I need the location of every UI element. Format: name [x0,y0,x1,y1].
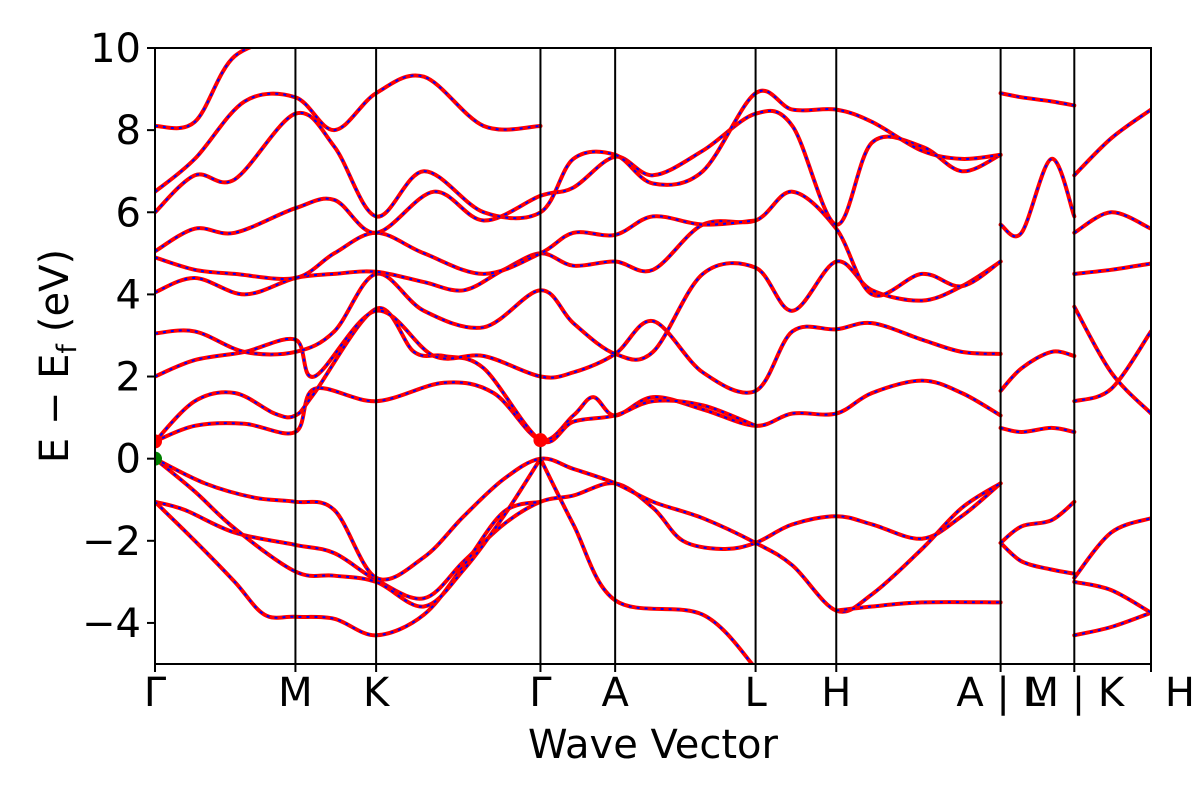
band-21-wannier [1000,92,1075,107]
band-18-wannier [999,542,1075,575]
band-1-dft [155,499,543,638]
band-11-dft [155,214,758,281]
band-22-dft [1072,610,1151,638]
band-5-dft [834,600,1003,613]
band-24-dft [1072,516,1151,580]
band-25-wannier [1073,330,1151,403]
band-9-dft [155,259,1003,362]
band-12-wannier [155,109,1002,253]
band-3-wannier [155,457,1002,613]
band-8-wannier [155,309,1001,394]
band-2-wannier [155,457,542,608]
band-7-wannier [155,307,756,444]
x-axis-title: Wave Vector [528,722,779,768]
band-20-wannier [999,157,1076,238]
band-23-dft [1072,579,1151,615]
high-symmetry-lines [294,48,1076,664]
band-20-dft [998,156,1077,239]
y-tick-label: 2 [116,355,141,401]
band-29-dft [1072,107,1151,178]
band-4-wannier [539,458,754,664]
x-tick-label: L [744,670,767,716]
y-tick-label: 8 [116,108,141,154]
marker-cbm [533,433,548,448]
band-29-wannier [1073,108,1151,177]
band-19-wannier [999,501,1075,544]
x-axis-ticks: Γ M K Γ A L H A | LM | K H [144,664,1195,716]
band-17-wannier [1000,426,1075,434]
band-10-dft [155,189,1003,298]
y-axis-title-subscript: f [52,343,83,354]
band-25-dft [1072,329,1151,404]
band-16-wannier [999,350,1075,392]
band-24-wannier [1073,517,1151,579]
band-6-wannier [155,379,1002,443]
x-tick-label: M [278,670,313,716]
band-22-wannier [1074,611,1151,637]
x-tick-label: K [363,670,391,716]
band-11-wannier [155,215,756,280]
band-23-wannier [1074,580,1151,614]
band-15-dft [155,48,255,131]
band-4-dft [538,456,755,664]
band-26-wannier [1073,306,1151,415]
band-0-wannier [155,482,1002,600]
y-axis-title-main: E − E [32,354,78,464]
band-28-wannier [1073,211,1151,234]
x-tick-label: A [601,670,629,716]
extrema-markers [155,433,548,466]
x-tick-label: M | K [1024,670,1125,716]
x-tick-label: Γ [529,670,552,716]
y-tick-label: 10 [90,26,141,72]
x-tick-label: H [821,670,851,716]
marker-cbm [155,434,162,449]
y-axis-ticks: −4 −2 0 2 4 6 8 10 [82,26,155,647]
band-8-dft [155,308,1003,395]
x-tick-label: H [1165,670,1195,716]
band-27-wannier [1074,262,1151,275]
band-13-wannier [155,89,1001,220]
y-tick-label: 4 [116,272,141,318]
band-15-wannier [155,48,252,130]
plot-frame [154,47,1152,665]
band-13-dft [155,88,1003,221]
x-tick-label: Γ [144,670,167,716]
band-21-dft [998,91,1077,108]
marker-vbm [155,451,162,466]
band-17-dft [998,425,1077,435]
band-19-dft [998,499,1077,545]
y-axis-title: E − Ef (eV) [32,249,83,463]
band-14-wannier [155,74,541,193]
y-tick-label: −4 [82,601,141,647]
y-axis-title-unit: (eV) [32,249,78,332]
x-tick-label: A | L [956,670,1045,716]
band-18-dft [998,540,1077,576]
y-tick-label: −2 [82,519,141,565]
bands-layer [155,48,1151,664]
y-tick-label: 6 [116,190,141,236]
band-9-wannier [155,260,1002,361]
y-tick-label: 0 [116,437,141,483]
